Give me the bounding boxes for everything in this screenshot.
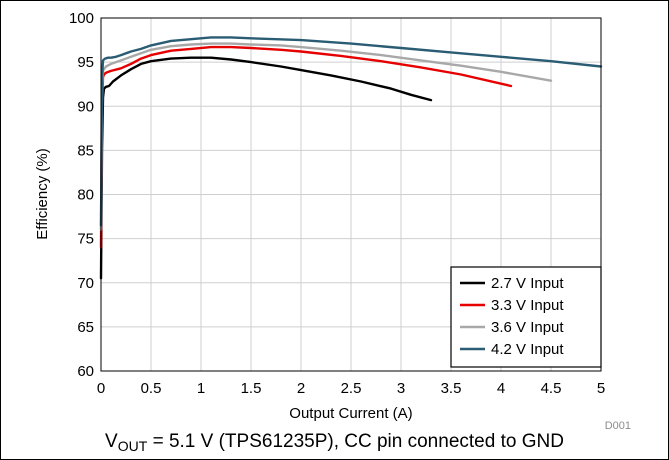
y-tick-label: 70 [77, 275, 94, 292]
y-tick-label: 65 [77, 319, 94, 336]
x-tick-label: 2 [297, 380, 305, 397]
series-line-2 [99, 45, 513, 249]
legend-label: 2.7 V Input [491, 275, 564, 292]
x-tick-label: 4.5 [541, 380, 562, 397]
x-tick-label: 5 [597, 380, 605, 397]
x-tick-label: 1.5 [241, 380, 262, 397]
y-tick-label: 85 [77, 142, 94, 159]
x-tick-label: 0.5 [141, 380, 162, 397]
series-line-4 [99, 36, 603, 227]
legend-label: 3.6 V Input [491, 319, 564, 336]
efficiency-chart: 0 0.5 1 1.5 2 2.5 3 3.5 4 4.5 5 60 65 70 75 80 85 90 95 10… [34, 10, 631, 431]
legend-label: 4.2 V Input [491, 341, 564, 358]
figure-caption: VOUT = 5.1 V (TPS61235P), CC pin connect… [1, 431, 668, 453]
y-tick-label: 90 [77, 98, 94, 115]
x-tick-labels: 0 0.5 1 1.5 2 2.5 3 3.5 4 4.5 5 [97, 380, 605, 397]
caption-subscript: OUT [117, 438, 148, 454]
y-tick-label: 75 [77, 231, 94, 248]
x-tick-label: 3 [397, 380, 405, 397]
x-tick-label: 4 [497, 380, 505, 397]
figure-code: D001 [605, 420, 631, 431]
plot-frame [100, 17, 602, 372]
y-tick-label: 100 [69, 10, 94, 27]
series-line-1 [99, 56, 433, 280]
y-tick-label: 80 [77, 187, 94, 204]
y-tick-label: 60 [77, 363, 94, 380]
caption-v: V [105, 431, 118, 452]
series-line-3 [99, 42, 553, 232]
x-tick-label: 2.5 [341, 380, 362, 397]
x-tick-label: 3.5 [441, 380, 462, 397]
y-tick-labels: 60 65 70 75 80 85 90 95 100 [69, 10, 94, 380]
x-tick-label: 0 [97, 380, 105, 397]
legend-label: 3.3 V Input [491, 297, 564, 314]
y-axis-title: Efficiency (%) [34, 148, 51, 239]
y-tick-label: 95 [77, 54, 94, 71]
legend: 2.7 V Input 3.3 V Input 3.6 V Input 4.2 V I… [450, 266, 602, 368]
x-axis-title: Output Current (A) [289, 405, 412, 422]
caption-text: = 5.1 V (TPS61235P), CC pin connected to… [147, 431, 564, 452]
x-tick-label: 1 [197, 380, 205, 397]
series-lines [99, 36, 603, 280]
